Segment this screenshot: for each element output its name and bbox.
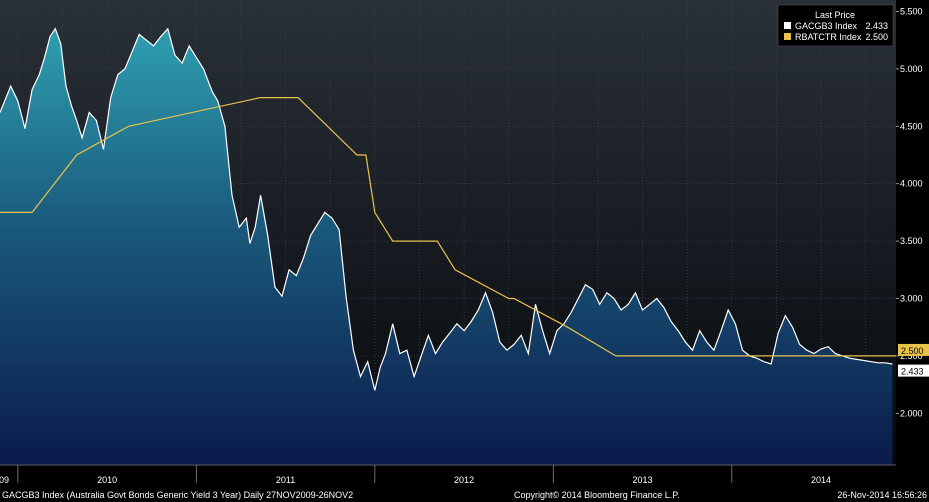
last-value-badge-text: 2.500 <box>901 346 924 356</box>
legend: Last Price GACGB3 Index 2.433 RBATCTR In… <box>777 4 894 47</box>
footer: GACGB3 Index (Australia Govt Bonds Gener… <box>2 490 927 500</box>
footer-copyright: Copyright© 2014 Bloomberg Finance L.P. <box>514 490 680 500</box>
last-value-badges: 2.500 2.433 <box>898 343 929 377</box>
y-tick-label: 4.500 <box>900 121 923 131</box>
y-axis-ticks: 2.000 2.500 3.000 3.500 4.000 4.500 5.000 5.500 <box>896 6 923 418</box>
y-tick-label: 5.000 <box>900 64 923 74</box>
legend-value-gacgb3: 2.433 <box>865 21 888 31</box>
rbatctr-series-line <box>0 97 896 357</box>
x-year-label: 09 <box>0 475 9 485</box>
x-axis-labels: 09 2010 2011 2012 2013 2014 <box>0 464 896 485</box>
y-tick-label: 3.500 <box>900 236 923 246</box>
y-tick-label: 2.000 <box>900 408 923 418</box>
legend-box <box>777 4 894 47</box>
footer-timestamp: 26-Nov-2014 16:56:26 <box>837 490 927 500</box>
x-year-label: 2013 <box>633 475 653 485</box>
x-year-label: 2011 <box>276 475 295 485</box>
legend-title: Last Price <box>815 10 855 20</box>
legend-value-rbatctr: 2.500 <box>865 32 888 42</box>
legend-swatch-gacgb3 <box>784 22 791 29</box>
y-tick-label: 5.500 <box>900 6 923 16</box>
last-value-badge <box>898 364 929 377</box>
y-tick-label: 3.000 <box>900 294 923 304</box>
x-year-label: 2014 <box>811 475 831 485</box>
legend-label-rbatctr: RBATCTR Index <box>795 32 862 42</box>
legend-label-gacgb3: GACGB3 Index <box>795 21 858 31</box>
y-tick-label: 4.000 <box>900 179 923 189</box>
last-value-badge <box>898 343 929 356</box>
last-value-badge-text: 2.433 <box>901 367 924 377</box>
gacgb3-series-line <box>0 27 893 391</box>
legend-swatch-rbatctr <box>784 33 791 40</box>
x-year-label: 2012 <box>454 475 474 485</box>
x-year-label: 2010 <box>97 475 117 485</box>
footer-security-description: GACGB3 Index (Australia Govt Bonds Gener… <box>2 490 353 500</box>
